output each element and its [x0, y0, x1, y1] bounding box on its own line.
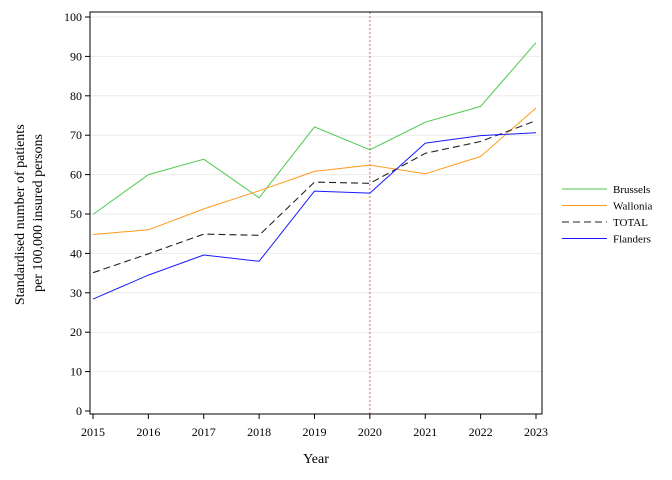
x-tick-label: 2015	[81, 425, 105, 439]
y-axis-label-line-2: per 100,000 insured persons	[31, 134, 46, 292]
y-tick-label: 20	[70, 325, 82, 339]
y-tick-label: 50	[70, 207, 82, 221]
y-tick-label: 30	[70, 286, 82, 300]
x-tick-label: 2019	[303, 425, 327, 439]
x-tick-label: 2023	[524, 425, 548, 439]
y-axis-label: Standardised number of patients per 100,…	[13, 121, 46, 305]
legend-label-wallonia: Wallonia	[613, 201, 653, 213]
y-tick-label: 40	[70, 246, 82, 260]
y-tick-label: 70	[70, 128, 82, 142]
x-tick-label: 2021	[413, 425, 437, 439]
series-line-flanders	[92, 132, 537, 300]
y-tick-label: 10	[70, 365, 82, 379]
series-lines	[92, 42, 537, 300]
y-tick-label: 100	[64, 10, 82, 24]
legend-label-total: TOTAL	[613, 217, 648, 229]
series-line-brussels	[92, 42, 537, 215]
x-tick-label: 2020	[358, 425, 382, 439]
axes: 0 10 20 30 40 50 60 70 80 90 100 2015 2016 2017 2018 20…	[64, 10, 548, 439]
x-tick-label: 2016	[136, 425, 160, 439]
y-tick-label: 0	[76, 404, 82, 418]
plot-frame	[89, 11, 543, 415]
y-tick-label: 60	[70, 168, 82, 182]
y-tick-label: 90	[70, 49, 82, 63]
gridlines	[90, 16, 542, 373]
legend-label-flanders: Flanders	[613, 234, 651, 246]
legend-label-brussels: Brussels	[613, 184, 650, 196]
series-line-total	[92, 120, 537, 274]
x-tick-label: 2022	[469, 425, 493, 439]
legend: Brussels Wallonia TOTAL Flanders	[562, 184, 653, 246]
y-tick-label: 80	[70, 89, 82, 103]
y-axis-label-line-1: Standardised number of patients	[13, 124, 28, 305]
x-axis-label: Year	[303, 452, 329, 467]
x-tick-label: 2017	[192, 425, 216, 439]
x-tick-label: 2018	[247, 425, 271, 439]
series-line-wallonia	[92, 107, 537, 235]
